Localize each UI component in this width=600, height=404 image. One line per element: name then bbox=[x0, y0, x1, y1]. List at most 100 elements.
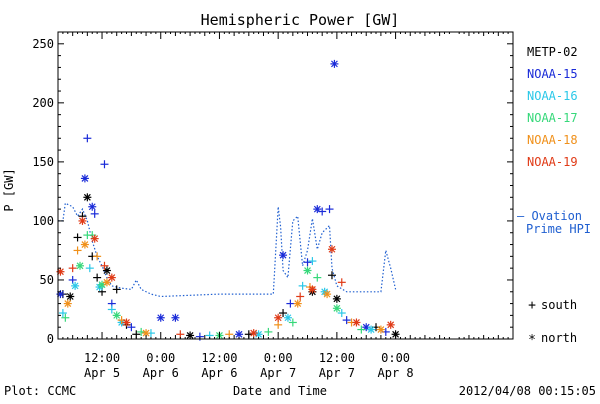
noaa-17-south-point bbox=[313, 273, 322, 282]
noaa-18-north-point bbox=[63, 299, 72, 308]
footer-credit: Plot: CCMC bbox=[4, 384, 76, 398]
noaa-16-north-point bbox=[367, 325, 376, 334]
noaa-15-south-point bbox=[83, 134, 92, 143]
noaa-16-north-point bbox=[254, 330, 263, 339]
x-tick-label-date: Apr 5 bbox=[84, 366, 120, 380]
noaa-17-north-point bbox=[332, 304, 341, 313]
noaa-15-south-point bbox=[100, 160, 109, 169]
metp-02-south-point bbox=[112, 285, 121, 294]
marker-legend: + south * north bbox=[528, 298, 577, 348]
noaa-19-north-point bbox=[308, 285, 317, 294]
x-tick-label-time: 0:00 bbox=[264, 351, 293, 365]
footer-timestamp: 2012/04/08 00:15:05 bbox=[459, 384, 596, 398]
noaa-17-south-point bbox=[137, 327, 146, 336]
noaa-17-north-point bbox=[303, 266, 312, 275]
x-tick-label-date: Apr 7 bbox=[319, 366, 355, 380]
noaa-17-north-point bbox=[76, 261, 85, 270]
metp-02-north-point bbox=[83, 193, 92, 202]
metp-02-north-point bbox=[66, 292, 75, 301]
y-axis-ticks: 0 50 100 150 200 250 bbox=[32, 37, 513, 346]
x-tick-label-date: Apr 6 bbox=[143, 366, 179, 380]
legend-noaa-17: NOAA-17 bbox=[527, 111, 578, 125]
data-markers-layer bbox=[56, 59, 400, 341]
legend-noaa-18: NOAA-18 bbox=[527, 133, 578, 147]
noaa-19-north-point bbox=[386, 320, 395, 329]
y-tick-label: 100 bbox=[32, 214, 54, 228]
noaa-19-north-point bbox=[122, 318, 131, 327]
noaa-18-south-point bbox=[73, 246, 82, 255]
noaa-15-south-point bbox=[325, 205, 334, 214]
noaa-19-south-point bbox=[337, 278, 346, 287]
x-tick-label-time: 0:00 bbox=[381, 351, 410, 365]
legend-noaa-16: NOAA-16 bbox=[527, 89, 578, 103]
noaa-15-south-point bbox=[318, 207, 327, 216]
noaa-15-south-point bbox=[286, 299, 295, 308]
noaa-19-north-point bbox=[352, 318, 361, 327]
y-tick-label: 150 bbox=[32, 155, 54, 169]
x-tick-label-time: 0:00 bbox=[146, 351, 175, 365]
legend-noaa-19: NOAA-19 bbox=[527, 155, 578, 169]
y-axis-label: P [GW] bbox=[2, 168, 16, 211]
x-axis-label: Date and Time bbox=[233, 384, 327, 398]
noaa-19-south-point bbox=[296, 292, 305, 301]
x-tick-label-date: Apr 6 bbox=[201, 366, 237, 380]
x-tick-label-date: Apr 7 bbox=[260, 366, 296, 380]
noaa-18-north-point bbox=[323, 290, 332, 299]
noaa-16-south-point bbox=[107, 305, 116, 314]
metp-02-north-point bbox=[102, 266, 111, 275]
ovation-legend-label-line1: — Ovation bbox=[517, 209, 582, 223]
ovation-prime-hpi-line bbox=[58, 202, 397, 298]
noaa-19-south-point bbox=[176, 330, 185, 339]
noaa-18-north-point bbox=[80, 240, 89, 249]
noaa-19-south-point bbox=[68, 264, 77, 273]
noaa-17-south-point bbox=[61, 313, 70, 322]
noaa-15-south-point bbox=[342, 316, 351, 325]
metp-02-south-point bbox=[327, 271, 336, 280]
noaa-17-north-point bbox=[112, 311, 121, 320]
noaa-17-south-point bbox=[264, 327, 273, 336]
ovation-legend: — Ovation Prime HPI bbox=[517, 209, 591, 236]
noaa-17-south-point bbox=[288, 318, 297, 327]
noaa-16-south-point bbox=[298, 281, 307, 290]
noaa-15-north-point bbox=[235, 330, 244, 339]
noaa-19-north-point bbox=[90, 234, 99, 243]
noaa-15-north-point bbox=[330, 59, 339, 68]
noaa-16-south-point bbox=[308, 257, 317, 266]
noaa-16-north-point bbox=[71, 281, 80, 290]
noaa-15-north-point bbox=[80, 174, 89, 183]
legend-metp-02: METP-02 bbox=[527, 45, 578, 59]
noaa-19-north-point bbox=[249, 329, 258, 338]
noaa-15-north-point bbox=[156, 313, 165, 322]
metp-02-south-point bbox=[73, 233, 82, 242]
x-tick-label-time: 12:00 bbox=[201, 351, 237, 365]
metp-02-south-point bbox=[279, 309, 288, 318]
chart-title: Hemispheric Power [GW] bbox=[201, 11, 400, 29]
noaa-18-north-point bbox=[293, 299, 302, 308]
x-tick-label-time: 12:00 bbox=[84, 351, 120, 365]
legend-noaa-15: NOAA-15 bbox=[527, 67, 578, 81]
noaa-19-north-point bbox=[327, 245, 336, 254]
noaa-16-south-point bbox=[85, 264, 94, 273]
ovation-reference-layer bbox=[58, 202, 397, 298]
noaa-15-north-point bbox=[171, 313, 180, 322]
x-tick-label-time: 12:00 bbox=[319, 351, 355, 365]
series-legend: METP-02 NOAA-15 NOAA-16 NOAA-17 NOAA-18 NOAA-… bbox=[527, 45, 578, 169]
noaa-19-north-point bbox=[274, 313, 283, 322]
noaa-18-south-point bbox=[225, 330, 234, 339]
noaa-18-south-point bbox=[274, 320, 283, 329]
noaa-19-north-point bbox=[78, 216, 87, 225]
noaa-16-north-point bbox=[283, 313, 292, 322]
north-star-symbol: * bbox=[528, 333, 536, 348]
noaa-15-north-point bbox=[279, 251, 288, 260]
y-tick-label: 50 bbox=[40, 273, 54, 287]
south-plus-symbol: + bbox=[528, 298, 536, 313]
noaa-18-south-point bbox=[93, 252, 102, 261]
noaa-18-north-point bbox=[376, 325, 385, 334]
metp-02-north-point bbox=[332, 294, 341, 303]
noaa-15-south-point bbox=[90, 209, 99, 218]
ovation-legend-label-line2: Prime HPI bbox=[526, 222, 591, 236]
x-tick-label-date: Apr 8 bbox=[378, 366, 414, 380]
